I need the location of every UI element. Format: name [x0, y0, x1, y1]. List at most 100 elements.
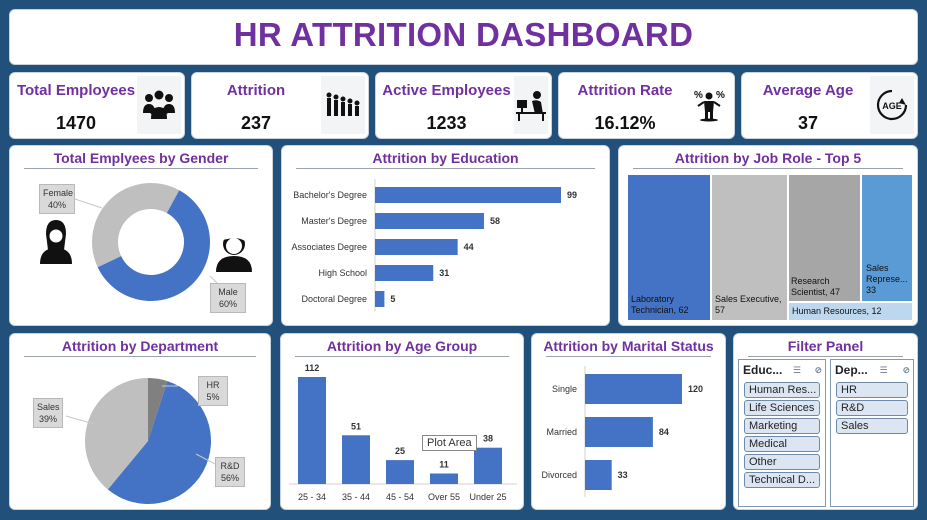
bar[interactable]: [375, 239, 458, 255]
bar[interactable]: [474, 447, 502, 484]
slicer-item[interactable]: Human Res...: [744, 382, 820, 398]
svg-text:AGE: AGE: [882, 101, 902, 111]
data-label: 5: [390, 294, 395, 304]
bar[interactable]: [342, 435, 370, 484]
slicer-item[interactable]: Marketing: [744, 418, 820, 434]
multi-select-icon[interactable]: ☰: [792, 364, 801, 375]
female-icon: [40, 220, 72, 264]
bar[interactable]: [386, 460, 414, 484]
category-label: Single: [552, 384, 577, 394]
category-label: Bachelor's Degree: [293, 190, 367, 200]
slicer-item[interactable]: Other: [744, 454, 820, 470]
kpi-label: Total Employees: [16, 82, 136, 99]
kpi-label: Attrition Rate: [577, 82, 673, 99]
chart-title: Total Emplyees by Gender: [53, 150, 229, 166]
department-chart-card: Attrition by Department HR 5% Sales 39% …: [9, 333, 271, 510]
marital-bar-chart: Single 120 Married 84 Divorced 33: [541, 366, 703, 497]
page-title: HR ATTRITION DASHBOARD: [233, 16, 694, 53]
filter-panel-title: Filter Panel: [787, 338, 864, 354]
tile-label: Sales Represe... 33: [866, 263, 908, 295]
chart-title: Attrition by Marital Status: [543, 338, 714, 354]
gender-chart-card: Total Emplyees by Gender Female 40% Male…: [9, 145, 273, 326]
slicer-item[interactable]: Life Sciences: [744, 400, 820, 416]
marital-chart-card: Attrition by Marital Status Single 120 Mar…: [531, 333, 726, 510]
slicer-item[interactable]: HR: [836, 382, 908, 398]
plot-area-tooltip: Plot Area: [422, 435, 477, 451]
filter-panel: Filter Panel Educ... ☰ ⊘ Human Res... Li…: [733, 333, 918, 510]
gender-donut: [40, 183, 252, 301]
tile-label: Laboratory Technician, 62: [631, 294, 689, 315]
chart-title: Attrition by Job Role - Top 5: [674, 150, 862, 166]
tile-laboratory-technician[interactable]: [628, 175, 710, 320]
data-label: 99: [567, 190, 577, 200]
bar[interactable]: [430, 473, 458, 484]
bar[interactable]: [375, 265, 434, 281]
female-segment[interactable]: [91, 183, 180, 268]
department-slicer[interactable]: Dep... ☰ ⊘ HR R&D Sales: [830, 359, 914, 507]
slicer-item[interactable]: Sales: [836, 418, 908, 434]
data-label: 51: [351, 421, 361, 431]
rd-callout: R&D 56%: [215, 457, 245, 487]
svg-text:%: %: [716, 90, 725, 101]
multi-select-icon[interactable]: ☰: [879, 364, 888, 375]
kpi-label: Average Age: [762, 82, 854, 99]
tile-sales-executive[interactable]: [712, 175, 787, 320]
sales-callout: Sales 39%: [33, 398, 63, 428]
data-label: 112: [305, 363, 320, 373]
person-percent-icon: % %: [687, 76, 731, 134]
age-group-chart-card: Attrition by Age Group 112 25 - 34 51 35 - …: [280, 333, 524, 510]
tile-label: Research Scientist, 47: [791, 276, 841, 297]
category-label: Under 25: [469, 492, 506, 502]
age-cycle-icon: AGE: [870, 76, 914, 134]
clear-filter-icon[interactable]: ⊘: [902, 364, 910, 375]
slicer-header: Educ...: [743, 363, 783, 377]
kpi-total-employees[interactable]: Total Employees 1470: [9, 72, 185, 139]
slicer-item[interactable]: R&D: [836, 400, 908, 416]
slicer-header: Dep...: [835, 363, 868, 377]
bar[interactable]: [375, 187, 561, 203]
data-label: 58: [490, 216, 500, 226]
people-leaving-icon: [321, 76, 365, 134]
hr-slice[interactable]: [148, 378, 168, 441]
chart-title: Attrition by Age Group: [326, 338, 478, 354]
data-label: 84: [659, 427, 669, 437]
tile-label: Human Resources, 12: [792, 306, 882, 316]
bar[interactable]: [298, 377, 326, 484]
education-chart-card: Attrition by Education Bachelor's Degree…: [281, 145, 610, 326]
rd-slice[interactable]: [107, 381, 212, 504]
male-callout: Male 60%: [210, 283, 246, 313]
bar[interactable]: [585, 417, 653, 447]
education-slicer[interactable]: Educ... ☰ ⊘ Human Res... Life Sciences M…: [738, 359, 826, 507]
slicer-item[interactable]: Medical: [744, 436, 820, 452]
category-label: Divorced: [541, 470, 577, 480]
age-group-bar-chart: 112 25 - 34 51 35 - 44 25 45 - 54 11 Over 55 38 U…: [289, 363, 517, 502]
category-label: 45 - 54: [386, 492, 414, 502]
data-label: 33: [618, 470, 628, 480]
tile-label: Sales Executive, 57: [715, 294, 782, 315]
job-role-treemap: [628, 175, 912, 320]
bar[interactable]: [585, 460, 612, 490]
job-role-chart-card: Attrition by Job Role - Top 5 Laboratory…: [618, 145, 918, 326]
slicer-item[interactable]: Technical D...: [744, 472, 820, 488]
kpi-average-age[interactable]: Average Age 37 AGE: [741, 72, 918, 139]
kpi-attrition[interactable]: Attrition 237: [191, 72, 369, 139]
male-segment[interactable]: [97, 190, 210, 301]
svg-text:%: %: [694, 90, 703, 101]
sales-slice[interactable]: [84, 378, 148, 490]
category-label: Master's Degree: [301, 216, 367, 226]
data-label: 120: [688, 384, 703, 394]
category-label: 25 - 34: [298, 492, 326, 502]
clear-filter-icon[interactable]: ⊘: [814, 364, 822, 375]
tile-research-scientist[interactable]: [789, 175, 860, 301]
category-label: Over 55: [428, 492, 460, 502]
bar[interactable]: [585, 374, 682, 404]
tile-sales-representative[interactable]: [862, 175, 912, 301]
education-bar-chart: Bachelor's Degree 99 Master's Degree 58 Asso…: [291, 179, 577, 311]
bar[interactable]: [375, 291, 385, 307]
bar[interactable]: [375, 213, 484, 229]
kpi-attrition-rate[interactable]: Attrition Rate 16.12% % %: [558, 72, 735, 139]
kpi-value: 1470: [55, 113, 97, 133]
tile-human-resources[interactable]: [789, 303, 912, 320]
kpi-value: 1233: [426, 113, 467, 133]
kpi-active-employees[interactable]: Active Employees 1233: [375, 72, 552, 139]
